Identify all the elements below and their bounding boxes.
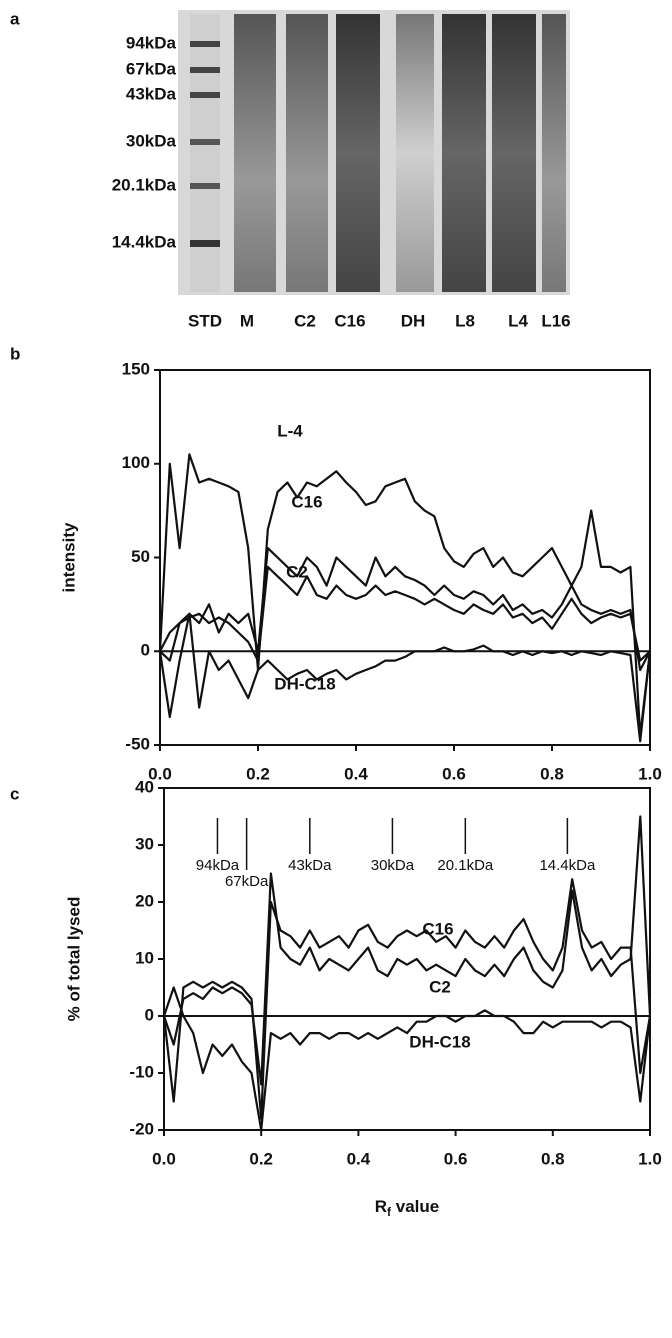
y-tick-label: 0 <box>145 1005 154 1024</box>
series-label: L-4 <box>277 421 303 440</box>
mw-marker-label: 30kDa <box>371 857 415 874</box>
lane-label: DH <box>401 311 426 330</box>
mw-label: 43kDa <box>126 84 177 103</box>
series-line <box>162 878 652 1120</box>
mw-marker-label: 67kDa <box>225 873 269 890</box>
x-axis-label-sub: f <box>387 1205 392 1219</box>
lane-label: STD <box>188 311 222 330</box>
y-tick-label: 150 <box>122 359 150 378</box>
y-tick-label: 50 <box>131 547 150 566</box>
x-tick-label: 1.0 <box>638 1149 662 1168</box>
x-tick-label: 0.2 <box>249 1149 273 1168</box>
series-line <box>159 547 651 672</box>
gel-image <box>178 10 570 295</box>
mw-marker-label: 43kDa <box>288 857 332 874</box>
y-axis-label: % of total lysed <box>64 897 83 1022</box>
panel-letter: a <box>10 9 20 28</box>
series-line <box>159 565 651 662</box>
x-tick-label: 0.2 <box>246 764 270 783</box>
x-tick-label: 0.6 <box>442 764 466 783</box>
lane-label: L4 <box>508 311 528 330</box>
y-tick-label: 100 <box>122 453 150 472</box>
mw-label: 94kDa <box>126 33 177 52</box>
plot-frame <box>159 369 651 746</box>
lane-label: L16 <box>541 311 570 330</box>
lane-label: C16 <box>334 311 365 330</box>
x-tick-label: 0.8 <box>540 764 564 783</box>
series-label: C2 <box>286 562 308 581</box>
mw-label: 20.1kDa <box>112 175 177 194</box>
mw-label: 14.4kDa <box>112 232 177 251</box>
panel-letter: c <box>10 784 19 803</box>
series-label: C16 <box>422 919 453 938</box>
x-tick-label: 0.6 <box>444 1149 468 1168</box>
x-axis-label-main: R <box>375 1197 387 1216</box>
panel-letter: b <box>10 344 20 363</box>
lane-label: C2 <box>294 311 316 330</box>
mw-label: 67kDa <box>126 59 177 78</box>
y-tick-label: -10 <box>129 1062 154 1081</box>
mw-marker-label: 14.4kDa <box>539 857 596 874</box>
y-tick-label: 20 <box>135 891 154 910</box>
mw-label: 30kDa <box>126 131 177 150</box>
y-tick-label: -20 <box>129 1119 154 1138</box>
series-label: C16 <box>291 492 322 511</box>
series-line <box>162 986 652 1132</box>
lane-label: M <box>240 311 254 330</box>
mw-marker-label: 94kDa <box>196 857 240 874</box>
x-tick-label: 0.8 <box>541 1149 565 1168</box>
y-tick-label: 0 <box>141 641 150 660</box>
series-label: DH-C18 <box>274 674 335 693</box>
x-tick-label: 0.4 <box>344 764 368 783</box>
series-label: DH-C18 <box>409 1032 470 1051</box>
series-line <box>158 453 652 737</box>
mw-marker-label: 20.1kDa <box>437 857 494 874</box>
series-line <box>162 815 652 1086</box>
x-tick-label: 0.4 <box>347 1149 371 1168</box>
y-tick-label: -50 <box>125 734 150 753</box>
x-axis-label-rest: value <box>391 1197 439 1216</box>
x-tick-label: 1.0 <box>638 764 662 783</box>
lane-label: L8 <box>455 311 475 330</box>
series-line <box>158 612 652 743</box>
y-axis-label: intensity <box>59 522 78 592</box>
x-axis-label: Rf value <box>375 1197 439 1219</box>
y-tick-label: 30 <box>135 834 154 853</box>
y-tick-label: 40 <box>135 777 154 796</box>
x-tick-label: 0.0 <box>148 764 172 783</box>
y-tick-label: 10 <box>135 948 154 967</box>
x-tick-label: 0.0 <box>152 1149 176 1168</box>
series-label: C2 <box>429 977 451 996</box>
plot-frame <box>163 787 651 1131</box>
